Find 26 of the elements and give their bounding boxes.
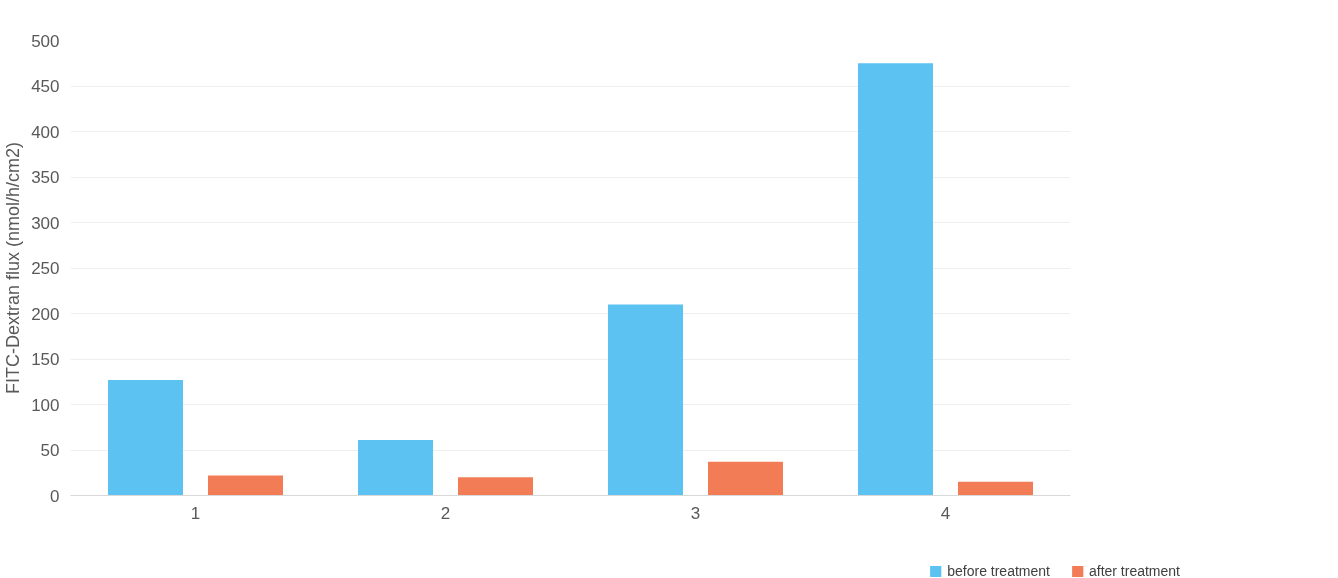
x-tick-label: 2 (440, 503, 451, 523)
y-tick-label: 200 (31, 304, 60, 324)
bar (858, 63, 933, 496)
y-tick-label: 250 (31, 259, 60, 278)
y-tick-label: 50 (40, 441, 60, 460)
y-tick-label: 500 (31, 31, 60, 51)
bar (708, 461, 783, 496)
bar (358, 439, 433, 496)
x-tick-label: 4 (940, 503, 951, 523)
y-tick-label: 100 (31, 395, 60, 415)
y-axis-title: FITC-Dextran flux (nmol/h/cm2) (3, 141, 24, 395)
y-tick-label: 150 (31, 350, 60, 369)
bar (208, 475, 283, 496)
y-tick-label: 0 (50, 486, 60, 506)
bar (958, 481, 1033, 496)
legend-label: after treatment (1088, 562, 1180, 578)
y-tick-label: 400 (31, 122, 60, 142)
y-tick-label: 350 (31, 168, 60, 187)
y-tick-label: 300 (31, 213, 60, 233)
bar (608, 304, 683, 496)
x-tick-label: 1 (190, 503, 201, 523)
x-tick-label: 3 (690, 503, 701, 523)
bar (458, 477, 533, 496)
legend-label: before treatment (947, 562, 1050, 578)
y-tick-label: 450 (31, 77, 60, 96)
bar (108, 379, 183, 496)
